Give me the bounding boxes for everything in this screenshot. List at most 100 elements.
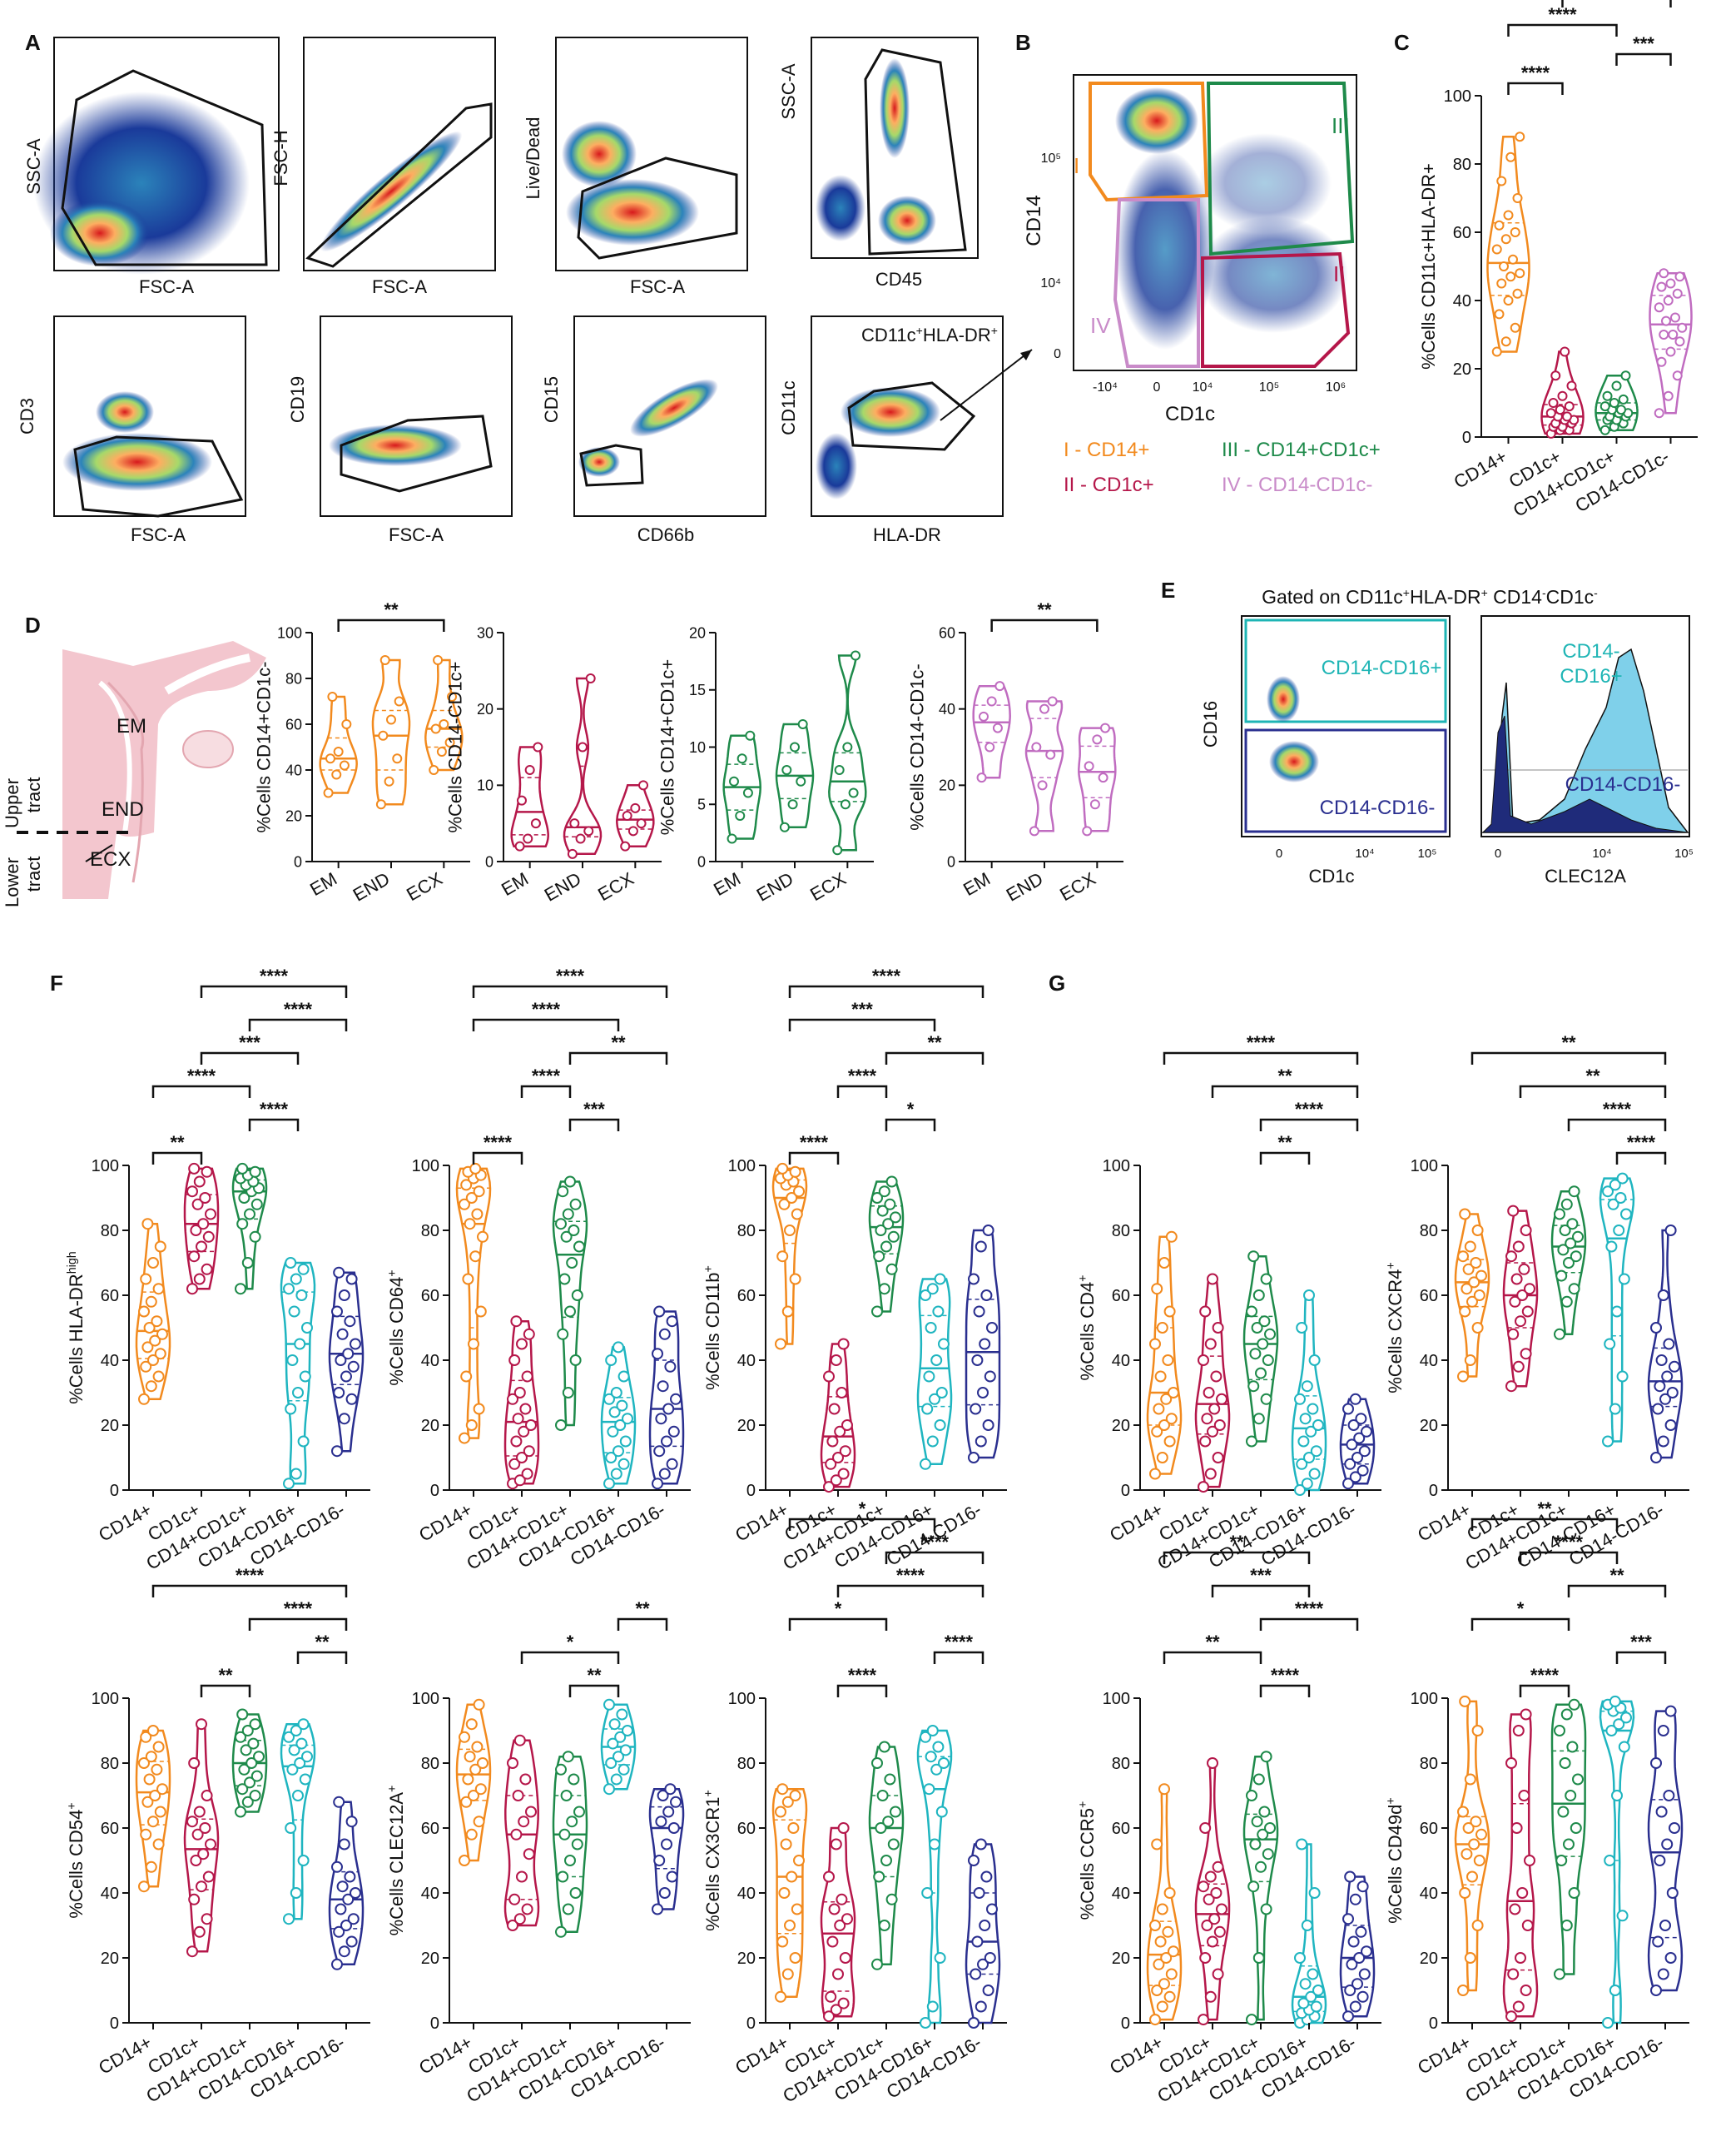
data-point xyxy=(523,1328,535,1340)
data-point xyxy=(630,802,641,813)
y-tick-label: 60 xyxy=(1112,1820,1130,1838)
data-point xyxy=(201,1913,213,1925)
data-point xyxy=(1518,1790,1530,1801)
data-point xyxy=(1212,1860,1224,1873)
data-point xyxy=(1461,1848,1473,1860)
data-point xyxy=(1344,1870,1356,1883)
category-label: EM xyxy=(960,868,994,900)
significance-bracket xyxy=(885,1118,936,1131)
y-axis-label-text: %Cells HLA-DR xyxy=(66,1274,87,1403)
data-point xyxy=(834,1425,846,1438)
data-point xyxy=(333,1925,345,1938)
data-point xyxy=(1158,1419,1170,1431)
data-point xyxy=(1661,315,1671,326)
significance-bracket xyxy=(1163,1051,1359,1065)
data-point xyxy=(978,711,989,722)
data-point xyxy=(297,1718,310,1731)
data-point xyxy=(1666,1887,1679,1899)
category-label: EM xyxy=(498,868,532,900)
significance-label: ** xyxy=(1229,1532,1244,1552)
data-point xyxy=(1158,1257,1170,1269)
legend-item-III: III - CD14+CD1c+ xyxy=(1222,439,1381,461)
data-point xyxy=(1347,1935,1360,1948)
data-point xyxy=(288,1744,300,1756)
data-point xyxy=(152,1283,165,1295)
data-point xyxy=(578,742,588,753)
data-point xyxy=(975,1240,987,1253)
data-point xyxy=(620,841,631,852)
data-point xyxy=(871,1305,883,1318)
data-point xyxy=(1092,734,1103,745)
data-point xyxy=(459,1855,470,1866)
y-axis-label-text: %Cells CD49d xyxy=(1385,1805,1406,1924)
data-point xyxy=(569,818,580,829)
y-tick-label: 30 xyxy=(477,624,493,641)
data-point xyxy=(1657,1435,1669,1448)
data-point xyxy=(875,1822,887,1834)
data-point xyxy=(622,1413,633,1425)
data-point xyxy=(839,1952,851,1964)
y-tick-label: 0 xyxy=(746,1482,756,1500)
data-point xyxy=(190,1855,202,1866)
data-point xyxy=(286,1763,299,1776)
data-point xyxy=(560,1230,573,1243)
data-point xyxy=(968,1273,980,1285)
y-axis-label-text: %Cells CD11c+HLA-DR+ xyxy=(1418,163,1439,370)
data-point xyxy=(244,1208,255,1220)
axis-x-label: CD1c xyxy=(1308,866,1354,887)
title-part: CD1c xyxy=(1546,586,1594,608)
data-point xyxy=(1351,1978,1363,1990)
data-point xyxy=(982,1419,994,1431)
data-point xyxy=(201,1263,213,1275)
data-point xyxy=(823,2010,835,2023)
data-point xyxy=(1505,1757,1517,1769)
data-point xyxy=(1461,1283,1473,1295)
data-point xyxy=(583,826,594,837)
data-point xyxy=(986,696,997,707)
category-label: CD14+ xyxy=(1414,1499,1474,1546)
data-point xyxy=(921,1403,934,1415)
data-point xyxy=(984,1952,996,1964)
y-axis-label-text: %Cells CD14+CD1c+ xyxy=(657,659,678,836)
significance-label: **** xyxy=(800,1132,829,1153)
violin-ECX xyxy=(828,654,867,852)
data-point xyxy=(781,1305,794,1318)
data-point xyxy=(890,1211,901,1224)
data-point xyxy=(331,1860,343,1873)
data-point xyxy=(880,1855,892,1866)
significance-label: **** xyxy=(1295,1598,1324,1619)
data-point xyxy=(1512,2000,1525,2013)
data-point xyxy=(145,1380,157,1393)
data-point xyxy=(1299,1413,1312,1425)
y-axis-label: %Cells CCR5+ xyxy=(1077,1801,1098,1920)
y-tick-label: 100 xyxy=(1444,87,1471,106)
data-point xyxy=(1358,1445,1371,1458)
data-point xyxy=(469,1162,482,1175)
axis-x-label: FSC-A xyxy=(389,524,444,545)
data-point xyxy=(1356,1990,1369,2003)
data-point xyxy=(1165,1413,1178,1425)
data-point xyxy=(141,1796,154,1808)
significance-label: *** xyxy=(851,999,873,1020)
data-point xyxy=(1607,1198,1619,1210)
data-point xyxy=(923,1783,935,1796)
y-tick-label: 40 xyxy=(1420,1352,1438,1370)
axis-y-label: CD16 xyxy=(1200,701,1221,748)
data-point xyxy=(1308,1354,1321,1366)
data-point xyxy=(299,1773,311,1786)
data-point xyxy=(1604,1338,1616,1350)
anatomy-label-upper: Upper xyxy=(2,778,22,828)
data-point xyxy=(1599,425,1610,435)
data-point xyxy=(837,1997,850,2009)
violin-CD14-CD16- xyxy=(1647,1710,1684,1992)
data-point xyxy=(607,1737,619,1750)
data-point xyxy=(188,1162,201,1175)
data-point xyxy=(658,1328,671,1340)
data-point xyxy=(994,681,1005,692)
y-tick-label: 60 xyxy=(421,1820,439,1838)
title-part: Gated on CD11c xyxy=(1262,586,1403,608)
data-point xyxy=(510,1315,523,1328)
y-tick-label: 40 xyxy=(101,1352,119,1370)
data-point xyxy=(1510,1273,1523,1285)
significance-label: **** xyxy=(484,1132,513,1153)
